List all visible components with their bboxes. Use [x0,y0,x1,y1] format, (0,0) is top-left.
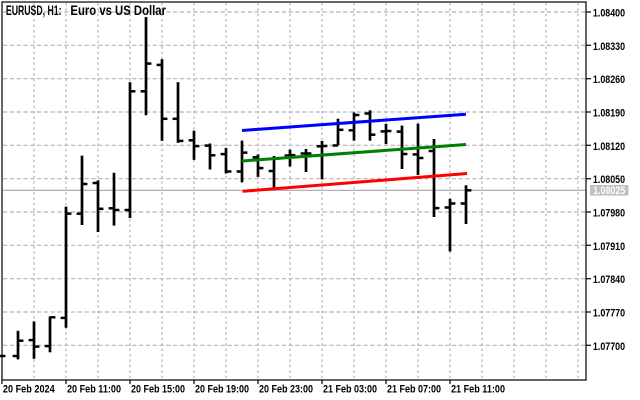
svg-text:21 Feb 11:00: 21 Feb 11:00 [451,384,505,396]
svg-text:1.07770: 1.07770 [593,308,625,320]
svg-text:1.08260: 1.08260 [593,74,625,86]
svg-text:1.07700: 1.07700 [593,341,625,353]
svg-text:1.07980: 1.07980 [593,208,625,220]
svg-text:20 Feb 19:00: 20 Feb 19:00 [195,384,249,396]
svg-text:1.08120: 1.08120 [593,141,625,153]
svg-text:20 Feb 15:00: 20 Feb 15:00 [131,384,185,396]
svg-text:20 Feb 23:00: 20 Feb 23:00 [259,384,313,396]
svg-text:1.08330: 1.08330 [593,41,625,53]
svg-text:20 Feb 2024: 20 Feb 2024 [3,384,55,396]
svg-text:1.08190: 1.08190 [593,108,625,120]
svg-text:1.07840: 1.07840 [593,274,625,286]
svg-text:21 Feb 03:00: 21 Feb 03:00 [323,384,377,396]
svg-text:1.08400: 1.08400 [593,8,625,20]
svg-text:20 Feb 11:00: 20 Feb 11:00 [67,384,121,396]
svg-text:21 Feb 07:00: 21 Feb 07:00 [387,384,441,396]
svg-text:EURUSD, H1:: EURUSD, H1: [6,2,62,18]
svg-text:1.08025: 1.08025 [593,185,625,197]
svg-text:Euro vs US Dollar: Euro vs US Dollar [70,2,166,18]
svg-text:1.08050: 1.08050 [593,174,625,186]
svg-text:1.07910: 1.07910 [593,241,625,253]
